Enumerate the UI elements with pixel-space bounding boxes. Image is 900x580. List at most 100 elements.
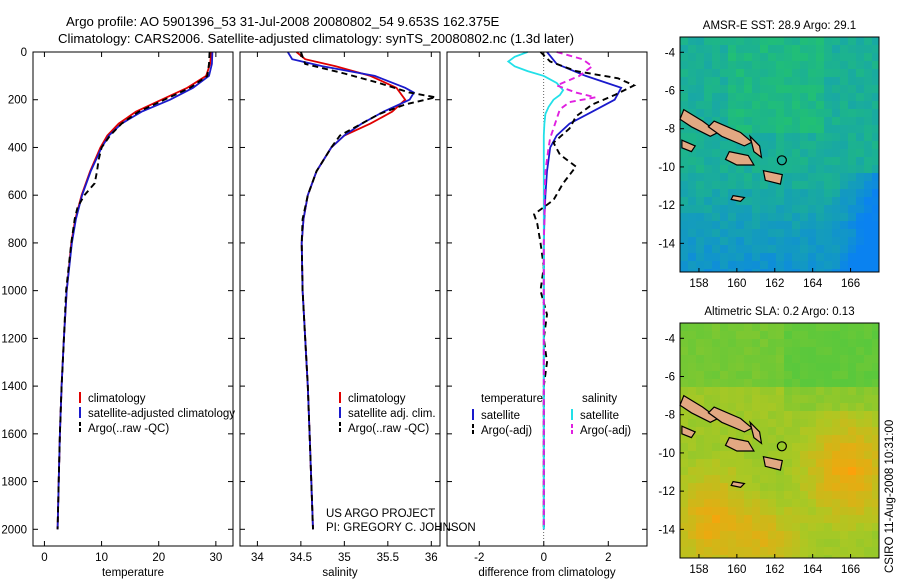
- map-cell: [712, 101, 720, 109]
- map-cell: [776, 261, 784, 269]
- map-cell: [704, 515, 712, 523]
- map-cell: [768, 245, 776, 253]
- map-cell: [848, 467, 856, 475]
- map-cell: [712, 181, 720, 189]
- map-cell: [704, 419, 712, 427]
- map-cell: [744, 237, 752, 245]
- map-cell: [744, 189, 752, 197]
- map-cell: [816, 69, 824, 77]
- map-cell: [840, 427, 848, 435]
- island: [724, 150, 755, 166]
- map-cell: [760, 323, 768, 331]
- map-cell: [808, 261, 816, 269]
- map-cell: [688, 101, 696, 109]
- map-cell: [792, 221, 800, 229]
- map-cell: [720, 37, 728, 45]
- map-cell: [720, 165, 728, 173]
- map-cell: [768, 491, 776, 499]
- map-cell: [824, 403, 832, 411]
- map-cell: [864, 355, 872, 363]
- map-cell: [712, 93, 720, 101]
- map-cell: [824, 77, 832, 85]
- map-cell: [680, 173, 688, 181]
- map-cell: [736, 237, 744, 245]
- map-cell: [848, 269, 856, 272]
- map-cell: [808, 507, 816, 515]
- map-cell: [752, 165, 760, 173]
- map-cell: [784, 149, 792, 157]
- island: [724, 436, 755, 452]
- map-cell: [752, 61, 760, 69]
- map-cell: [728, 555, 736, 558]
- map-cell: [784, 435, 792, 443]
- map-cell: [792, 459, 800, 467]
- map-cell: [728, 427, 736, 435]
- map-cell: [864, 371, 872, 379]
- salinity-xlabel: salinity: [322, 567, 357, 579]
- map-cell: [736, 491, 744, 499]
- map-cell: [696, 101, 704, 109]
- map-cell: [680, 61, 688, 69]
- map-cell: [864, 411, 872, 419]
- map-cell: [720, 331, 728, 339]
- map-cell: [848, 323, 856, 331]
- map-cell: [856, 491, 864, 499]
- map-cell: [680, 237, 688, 245]
- map-cell: [696, 539, 704, 547]
- map-cell: [800, 173, 808, 181]
- map-cell: [696, 555, 704, 558]
- map-cell: [848, 387, 856, 395]
- map-cell: [688, 69, 696, 77]
- map-cell: [752, 189, 760, 197]
- map-cell: [728, 53, 736, 61]
- x-tick-label: 160: [727, 278, 746, 290]
- map-cell: [816, 419, 824, 427]
- map-cell: [760, 173, 768, 181]
- island: [707, 120, 754, 147]
- difference-series-3: [506, 51, 565, 530]
- map-cell: [816, 475, 824, 483]
- map-cell: [752, 363, 760, 371]
- map-cell: [792, 483, 800, 491]
- map-cell: [688, 347, 696, 355]
- map-cell: [704, 253, 712, 261]
- y-tick-label: 0: [21, 47, 27, 59]
- map-cell: [752, 133, 760, 141]
- map-cell: [712, 261, 720, 269]
- map-cell: [744, 339, 752, 347]
- map-cell: [816, 363, 824, 371]
- map-cell: [864, 451, 872, 459]
- map-cell: [736, 507, 744, 515]
- map-cell: [776, 77, 784, 85]
- map-cell: [688, 379, 696, 387]
- map-cell: [760, 117, 768, 125]
- map-cell: [832, 253, 840, 261]
- map-cell: [744, 451, 752, 459]
- map-cell: [696, 483, 704, 491]
- map-cell: [704, 141, 712, 149]
- map-cell: [848, 523, 856, 531]
- map-cell: [768, 427, 776, 435]
- map-cell: [840, 531, 848, 539]
- map-cell: [712, 435, 720, 443]
- map-cell: [736, 173, 744, 181]
- map-cell: [784, 197, 792, 205]
- map-cell: [864, 85, 872, 93]
- map-cell: [688, 245, 696, 253]
- map-cell: [784, 53, 792, 61]
- map-cell: [744, 475, 752, 483]
- y-tick-label: -4: [665, 333, 676, 345]
- map-cell: [776, 331, 784, 339]
- map-cell: [744, 109, 752, 117]
- map-cell: [728, 355, 736, 363]
- map-cell: [872, 331, 879, 339]
- map-cell: [760, 395, 768, 403]
- map-cell: [744, 205, 752, 213]
- map-cell: [792, 363, 800, 371]
- map-cell: [872, 507, 879, 515]
- legend-label: satellite-adjusted climatology: [88, 408, 235, 420]
- map-cell: [744, 197, 752, 205]
- map-cell: [824, 205, 832, 213]
- map-cell: [840, 229, 848, 237]
- map-cell: [832, 515, 840, 523]
